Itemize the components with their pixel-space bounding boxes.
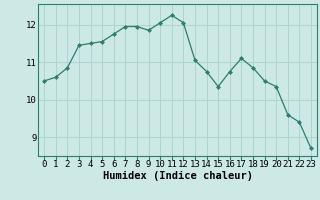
X-axis label: Humidex (Indice chaleur): Humidex (Indice chaleur) [103,171,252,181]
